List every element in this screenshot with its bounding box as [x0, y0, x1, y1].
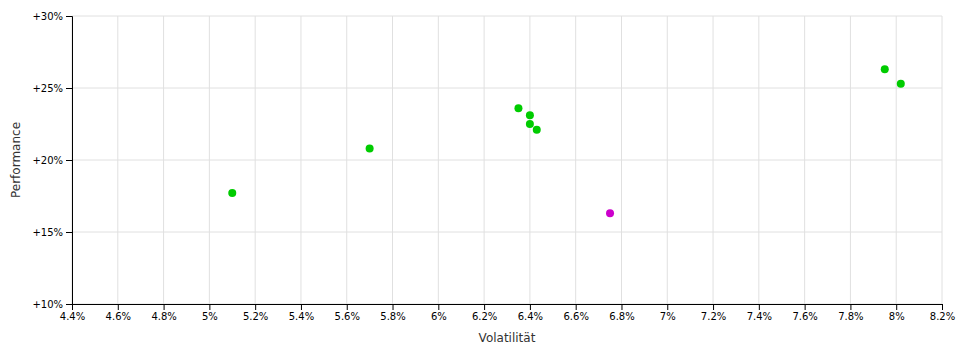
x-tick: 7.2%	[701, 304, 726, 322]
point	[881, 65, 889, 73]
x-tick: 6.6%	[563, 304, 588, 322]
x-tick-mark	[576, 304, 577, 310]
point	[514, 104, 522, 112]
x-tick: 5.4%	[289, 304, 314, 322]
x-tick: 4.6%	[106, 304, 131, 322]
x-tick-label: 6.2%	[472, 311, 497, 322]
y-tick-mark	[66, 16, 72, 17]
y-tick: +15%	[32, 227, 72, 238]
x-tick-label: 4.8%	[151, 311, 176, 322]
x-tick-label: 8%	[889, 311, 905, 322]
y-tick-mark	[66, 232, 72, 233]
y-grid-line	[72, 160, 942, 161]
series	[228, 65, 905, 197]
x-tick-mark	[759, 304, 760, 310]
y-tick: +25%	[32, 83, 72, 94]
y-axis: +10% +15% +20% +25% +30%	[32, 11, 72, 310]
x-tick-mark	[393, 304, 394, 310]
point	[897, 80, 905, 88]
x-tick-mark	[713, 304, 714, 310]
x-tick-mark	[347, 304, 348, 310]
y-tick: +10%	[32, 299, 72, 310]
x-tick-mark	[850, 304, 851, 310]
x-tick: 5.2%	[243, 304, 268, 322]
chart: 4.4% 4.6% 4.8% 5% 5.2% 5.4% 5.6% 5.8% 6% 6.2% 6.4%…	[0, 0, 966, 350]
y-tick-mark	[66, 88, 72, 89]
x-tick: 6%	[431, 304, 447, 322]
x-tick: 7%	[660, 304, 676, 322]
y-grid-line	[72, 16, 942, 17]
x-tick: 7.6%	[792, 304, 817, 322]
x-tick-mark	[164, 304, 165, 310]
x-tick: 5.6%	[335, 304, 360, 322]
y-tick-label: +10%	[32, 299, 63, 310]
x-tick-mark	[438, 304, 439, 310]
y-tick-label: +25%	[32, 83, 63, 94]
x-tick-mark	[667, 304, 668, 310]
x-tick: 7.4%	[747, 304, 772, 322]
x-tick-mark	[942, 304, 943, 310]
x-tick-mark	[805, 304, 806, 310]
x-axis-title: Volatilität	[479, 331, 536, 345]
x-tick-label: 8.2%	[930, 311, 955, 322]
x-tick-mark	[896, 304, 897, 310]
x-tick-label: 6.6%	[563, 311, 588, 322]
x-tick: 4.4%	[60, 304, 85, 322]
x-tick: 5%	[202, 304, 218, 322]
series	[606, 209, 614, 217]
y-tick-label: +15%	[32, 227, 63, 238]
points	[228, 65, 905, 217]
x-tick-label: 6.4%	[518, 311, 543, 322]
point	[606, 209, 614, 217]
y-tick: +30%	[32, 11, 72, 22]
y-axis-line	[66, 17, 73, 305]
x-tick-label: 7.2%	[701, 311, 726, 322]
grid	[72, 16, 942, 304]
x-tick: 8.2%	[930, 304, 955, 322]
x-tick: 5.8%	[380, 304, 405, 322]
y-tick-mark	[66, 304, 72, 305]
x-axis-line	[73, 305, 943, 311]
x-tick-mark	[301, 304, 302, 310]
y-tick-label: +20%	[32, 155, 63, 166]
y-grid-line	[72, 88, 942, 89]
x-tick-label: 5.4%	[289, 311, 314, 322]
x-tick-label: 7.4%	[747, 311, 772, 322]
x-tick-label: 7.8%	[838, 311, 863, 322]
x-tick-label: 5%	[202, 311, 218, 322]
x-tick-label: 6.8%	[609, 311, 634, 322]
point	[526, 111, 534, 119]
x-tick-label: 7%	[660, 311, 676, 322]
x-tick-label: 4.4%	[60, 311, 85, 322]
x-tick-label: 6%	[431, 311, 447, 322]
x-tick: 6.2%	[472, 304, 497, 322]
x-tick-mark	[530, 304, 531, 310]
y-axis-title: Performance	[9, 122, 23, 198]
x-tick: 8%	[889, 304, 905, 322]
x-tick-mark	[255, 304, 256, 310]
x-tick-mark	[621, 304, 622, 310]
x-tick-label: 5.6%	[335, 311, 360, 322]
y-grid-line	[72, 232, 942, 233]
x-tick-mark	[484, 304, 485, 310]
x-tick: 6.8%	[609, 304, 634, 322]
x-tick: 7.8%	[838, 304, 863, 322]
point	[228, 189, 236, 197]
y-tick-mark	[66, 160, 72, 161]
plot-area: 4.4% 4.6% 4.8% 5% 5.2% 5.4% 5.6% 5.8% 6% 6.2% 6.4%…	[32, 11, 955, 322]
x-axis: 4.4% 4.6% 4.8% 5% 5.2% 5.4% 5.6% 5.8% 6% 6.2% 6.4%…	[60, 304, 955, 322]
point	[533, 126, 541, 134]
y-tick: +20%	[32, 155, 72, 166]
x-tick-mark	[209, 304, 210, 310]
y-tick-label: +30%	[32, 11, 63, 22]
x-tick: 6.4%	[518, 304, 543, 322]
x-tick-label: 4.6%	[106, 311, 131, 322]
x-tick: 4.8%	[151, 304, 176, 322]
x-tick-label: 5.2%	[243, 311, 268, 322]
x-tick-label: 7.6%	[792, 311, 817, 322]
x-tick-label: 5.8%	[380, 311, 405, 322]
point	[526, 120, 534, 128]
x-tick-mark	[118, 304, 119, 310]
point	[366, 144, 374, 152]
